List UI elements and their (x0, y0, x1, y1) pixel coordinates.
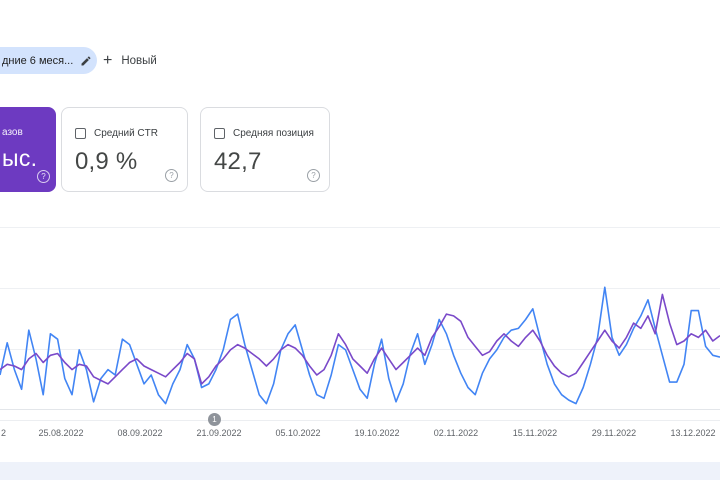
plus-icon: + (103, 52, 113, 69)
new-filter-button[interactable]: + Новый (103, 49, 157, 73)
annotation-marker-1[interactable]: 1 (208, 413, 221, 426)
metric-card-ctr[interactable]: Средний CTR 0,9 % ? (61, 107, 188, 192)
chart-x-axis: 2 25.08.2022 08.09.2022 21.09.2022 05.10.202… (0, 428, 720, 440)
x-axis-label: 21.09.2022 (196, 428, 242, 438)
chart-gridline (0, 227, 720, 228)
ctr-card-label: Средний CTR (94, 128, 158, 139)
chart-plot-area[interactable] (0, 230, 720, 410)
bottom-section-band (0, 462, 720, 480)
x-axis-label: 05.10.2022 (275, 428, 321, 438)
date-range-filter-chip[interactable]: дние 6 меся... (0, 47, 97, 74)
x-axis-label: 15.11.2022 (512, 428, 558, 438)
x-axis-label: 08.09.2022 (117, 428, 163, 438)
x-axis-label: 29.11.2022 (591, 428, 637, 438)
position-help-icon[interactable]: ? (307, 169, 320, 182)
metric-card-impressions[interactable]: азов ыс. ? (0, 107, 56, 192)
x-axis-label: 19.10.2022 (354, 428, 400, 438)
ctr-help-icon[interactable]: ? (165, 169, 178, 182)
ctr-card-value: 0,9 % (75, 148, 138, 175)
position-card-value: 42,7 (214, 148, 262, 175)
new-filter-label: Новый (121, 55, 157, 67)
impressions-card-value: ыс. (2, 145, 38, 171)
x-axis-label: 25.08.2022 (38, 428, 84, 438)
position-card-label: Средняя позиция (233, 128, 314, 139)
metric-card-position[interactable]: Средняя позиция 42,7 ? (200, 107, 330, 192)
impressions-help-icon[interactable]: ? (37, 170, 50, 183)
date-range-filter-label: дние 6 меся... (2, 54, 74, 67)
x-axis-label: 2 (1, 428, 7, 438)
position-checkbox[interactable] (214, 128, 225, 139)
edit-pencil-icon[interactable] (80, 55, 92, 67)
annotation-row-divider (0, 420, 720, 421)
impressions-card-label: азов (2, 127, 23, 138)
ctr-checkbox[interactable] (75, 128, 86, 139)
chart-baseline (0, 409, 720, 410)
x-axis-label: 02.11.2022 (433, 428, 479, 438)
x-axis-label: 13.12.2022 (670, 428, 716, 438)
